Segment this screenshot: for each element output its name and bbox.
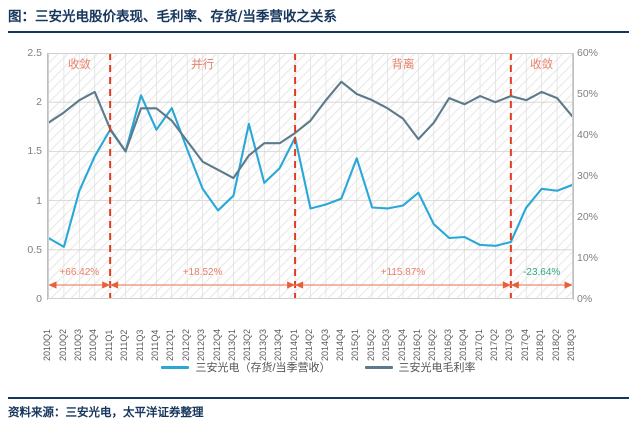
- series-line-1: [48, 94, 573, 248]
- legend-item[interactable]: 三安光电（存货/当季营收）: [161, 359, 331, 375]
- growth-arrow-head: [48, 281, 57, 289]
- plot-canvas: [48, 53, 573, 299]
- right-axis-tick: 40%: [577, 129, 599, 141]
- left-axis-ticks: 0 0.5 1 1.5 2 2.5: [8, 47, 44, 305]
- plot-border: [48, 53, 573, 299]
- plot-area: 收敛 并行 背离 收敛 +66.42% +18.52% +115.87% -23.64%: [48, 53, 573, 299]
- phase-label: 收敛: [67, 57, 91, 71]
- right-axis-tick: 0%: [577, 293, 593, 305]
- legend-swatch-icon: [161, 365, 190, 369]
- phase-label: 背离: [391, 57, 415, 71]
- chart-legend: 三安光电（存货/当季营收） 三安光电毛利率: [8, 356, 629, 378]
- growth-label: +18.52%: [182, 267, 223, 278]
- growth-arrow-head: [110, 281, 119, 289]
- phase-dividers: [109, 53, 512, 299]
- growth-arrow-head: [510, 281, 519, 289]
- right-axis-tick: 50%: [577, 88, 599, 100]
- source-note: 资料来源：三安光电，太平洋证券整理: [8, 405, 204, 419]
- right-axis-tick: 10%: [577, 252, 599, 264]
- left-axis-line: [47, 53, 48, 300]
- left-axis-tick: 1.5: [27, 145, 42, 158]
- left-axis-tick: 2.5: [27, 47, 42, 59]
- legend-swatch-icon: [364, 365, 393, 369]
- x-axis-labels: 2010Q1 2010Q2 2010Q3 2010Q4 2011Q1 2011Q2 2011…: [42, 301, 576, 361]
- phase-label: 并行: [191, 57, 215, 71]
- right-axis-line: [573, 53, 574, 300]
- growth-arrow-head: [502, 281, 511, 289]
- legend-label: 三安光电毛利率: [398, 362, 476, 374]
- legend-label: 三安光电（存货/当季营收）: [195, 362, 331, 374]
- right-axis-ticks: 0% 10% 20% 30% 40% 50% 60%: [577, 47, 621, 305]
- growth-arrow-head: [102, 281, 111, 289]
- growth-arrow-head: [564, 281, 573, 289]
- page-title: 图：三安光电股价表现、毛利率、存货/当季营收之关系: [8, 9, 337, 25]
- left-axis-tick: 2: [36, 96, 42, 109]
- right-axis-tick: 60%: [577, 47, 599, 59]
- growth-arrow-head: [287, 281, 296, 289]
- series-line-2: [48, 80, 573, 180]
- growth-label: +66.42%: [59, 267, 100, 278]
- legend-item[interactable]: 三安光电毛利率: [364, 359, 476, 375]
- left-axis-tick: 0.5: [27, 243, 42, 256]
- growth-arrow-head: [295, 281, 304, 289]
- chart-container: 0 0.5 1 1.5 2 2.5 0% 10% 20% 30% 40% 50% 60% 收敛 并行 背离…: [8, 38, 629, 393]
- left-axis-tick: 0: [36, 293, 42, 305]
- right-axis-tick: 20%: [577, 211, 599, 223]
- title-divider: [8, 31, 629, 33]
- phase-label: 收敛: [530, 57, 554, 71]
- left-axis-tick: 1: [36, 194, 42, 207]
- right-axis-tick: 30%: [577, 170, 599, 182]
- growth-label: +115.87%: [380, 267, 426, 278]
- growth-arrow-track: [48, 281, 573, 289]
- figure-title-bar: 图：三安光电股价表现、毛利率、存货/当季营收之关系: [8, 6, 629, 34]
- footer-divider: [8, 397, 629, 399]
- growth-label: -23.64%: [523, 267, 561, 278]
